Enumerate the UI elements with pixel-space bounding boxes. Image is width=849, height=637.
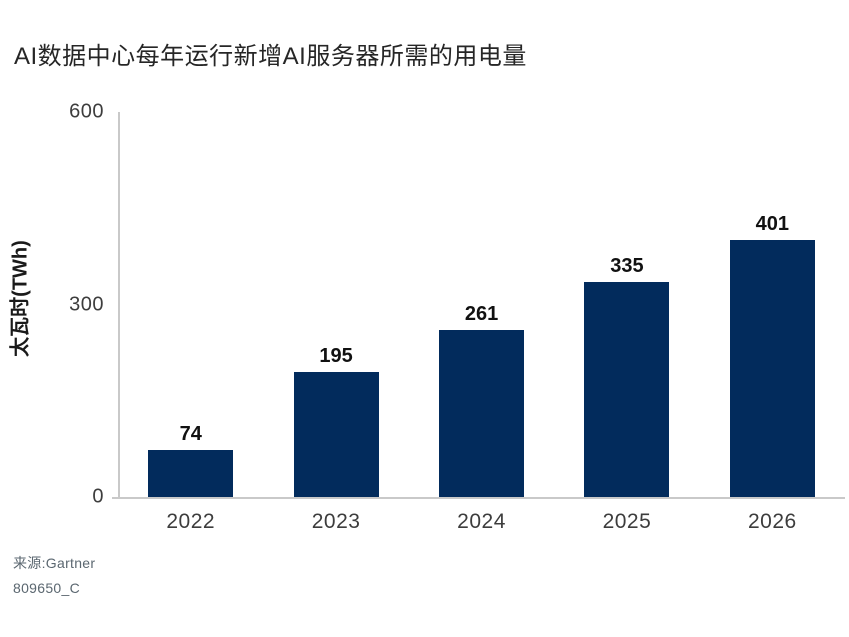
bar [293,371,379,497]
bar [729,239,815,497]
x-tick-label: 2025 [602,510,652,533]
bar [439,329,525,497]
source-id: 809650_C [13,580,81,596]
plot-area: 74 2022 195 2023 261 2024 335 2025 401 2026 [112,112,845,533]
y-axis-line [118,112,120,497]
x-tick-label: 2023 [311,510,361,533]
chart-title: AI数据中心每年运行新增AI服务器所需的用电量 [14,43,527,70]
y-tick-label: 600 [69,100,104,123]
source-line: 来源:Gartner [13,555,96,571]
y-axis-ticks: 0 300 600 [0,101,104,508]
bar-value-label: 195 [319,344,353,367]
x-axis-line [112,497,845,499]
bar-value-label: 74 [179,422,202,445]
bar [584,282,670,497]
bar-slot: 261 2024 [409,112,554,533]
y-tick-label: 0 [92,485,104,508]
bar-value-label: 401 [755,212,790,235]
bars-container: 74 2022 195 2023 261 2024 335 2025 401 2026 [118,112,845,533]
bar-slot: 401 2026 [700,112,845,533]
bar-value-label: 335 [610,255,644,277]
x-tick-label: 2022 [166,510,216,533]
bar [148,449,234,497]
x-tick-label: 2024 [457,510,506,533]
bar-value-label: 261 [464,302,499,325]
x-tick-label: 2026 [747,510,797,533]
source-note: 来源:Gartner 809650_C [13,551,95,601]
y-tick-label: 300 [69,293,104,315]
bar-slot: 335 2025 [554,112,699,533]
bar-slot: 74 2022 [118,112,263,533]
bar-slot: 195 2023 [263,112,408,533]
